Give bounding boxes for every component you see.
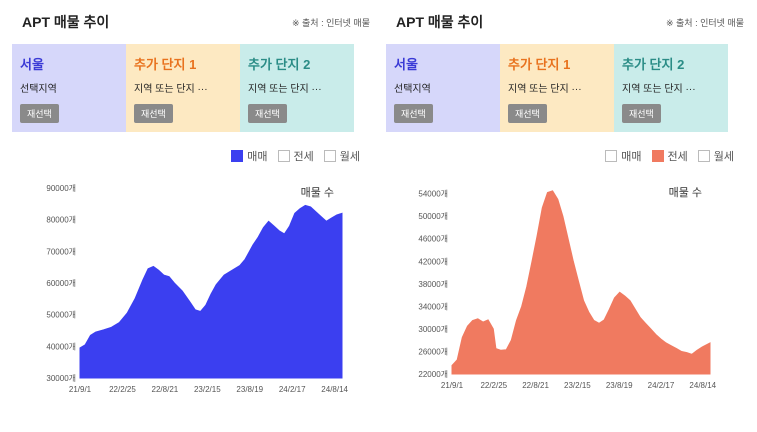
legend-label: 매매 <box>247 151 268 163</box>
x-tick-label: 24/8/14 <box>689 381 716 390</box>
x-tick-label: 23/2/15 <box>564 381 591 390</box>
x-tick-label: 24/2/17 <box>648 381 675 390</box>
card-sub: 선택지역 <box>20 84 57 95</box>
apt-listing-panel-right: APT 매물 추이 ※ 출처 : 인터넷 매물 서울 선택지역 재선택 추가 단… <box>386 0 746 432</box>
y-tick-label: 34000개 <box>418 301 448 311</box>
x-tick-label: 23/8/19 <box>606 381 633 390</box>
jeonse-listing-chart: 22000개 26000개 30000개 34000개 38000개 42000개 4600… <box>418 186 716 390</box>
legend-label: 전세 <box>667 151 688 163</box>
x-tick-label: 23/8/19 <box>236 385 263 394</box>
card-name: 추가 단지 2 <box>248 57 311 72</box>
chart-legend: 매매 전세 월세 <box>605 148 734 164</box>
y-tick-label: 60000개 <box>46 278 76 288</box>
apt-listing-panel-left: APT 매물 추이 ※ 출처 : 인터넷 매물 서울 선택지역 재선택 추가 단… <box>12 0 372 432</box>
card-added-complex-1[interactable]: 추가 단지 1 지역 또는 단지 ··· 재선택 <box>126 44 240 132</box>
y-tick-label: 30000개 <box>46 373 76 383</box>
chart-legend: 매매 전세 월세 <box>231 148 360 164</box>
y-tick-label: 40000개 <box>46 341 76 351</box>
card-sub: 선택지역 <box>394 84 431 95</box>
reselect-button[interactable]: 재선택 <box>508 104 547 123</box>
reselect-button[interactable]: 재선택 <box>248 104 287 123</box>
checkbox-icon[interactable] <box>323 150 336 162</box>
checkbox-icon[interactable] <box>697 150 710 162</box>
card-name: 서울 <box>394 57 418 72</box>
region-cards: 서울 선택지역 재선택 추가 단지 1 지역 또는 단지 ··· 재선택 추가 … <box>12 44 354 132</box>
legend-label: 전세 <box>293 151 314 163</box>
card-sub: 지역 또는 단지 ··· <box>134 84 208 95</box>
legend-item-jeonse[interactable]: 전세 <box>277 148 314 164</box>
y-tick-label: 46000개 <box>418 234 448 244</box>
legend-label: 매매 <box>621 151 642 163</box>
reselect-button[interactable]: 재선택 <box>20 104 59 123</box>
x-tick-label: 22/2/25 <box>480 381 507 390</box>
legend-item-sale[interactable]: 매매 <box>231 148 268 164</box>
card-added-complex-1[interactable]: 추가 단지 1 지역 또는 단지 ··· 재선택 <box>500 44 614 132</box>
checkbox-icon[interactable] <box>277 150 290 162</box>
legend-label: 월세 <box>339 151 360 163</box>
checkbox-icon[interactable] <box>231 150 244 162</box>
legend-label: 월세 <box>713 151 734 163</box>
legend-item-sale[interactable]: 매매 <box>605 148 642 164</box>
y-tick-label: 38000개 <box>418 279 448 289</box>
checkbox-icon[interactable] <box>651 150 664 162</box>
listing-count-label: 매물 수 <box>669 186 702 199</box>
y-tick-label: 90000개 <box>46 183 76 193</box>
x-tick-label: 21/9/1 <box>69 385 92 394</box>
x-tick-label: 22/2/25 <box>109 385 136 394</box>
legend-item-monthly[interactable]: 월세 <box>323 148 360 164</box>
series-area-전세 <box>451 190 711 375</box>
card-sub: 지역 또는 단지 ··· <box>248 84 322 95</box>
reselect-button[interactable]: 재선택 <box>394 104 433 123</box>
panel-title: APT 매물 추이 <box>22 14 110 30</box>
reselect-button[interactable]: 재선택 <box>622 104 661 123</box>
x-tick-label: 24/2/17 <box>279 385 306 394</box>
x-tick-label: 22/8/21 <box>152 385 179 394</box>
y-tick-label: 26000개 <box>418 346 448 356</box>
y-tick-label: 70000개 <box>46 246 76 256</box>
checkbox-icon[interactable] <box>605 150 618 162</box>
card-sub: 지역 또는 단지 ··· <box>622 84 696 95</box>
x-tick-label: 23/2/15 <box>194 385 221 394</box>
card-added-complex-2[interactable]: 추가 단지 2 지역 또는 단지 ··· 재선택 <box>614 44 728 132</box>
panel-title: APT 매물 추이 <box>396 14 484 30</box>
card-name: 추가 단지 1 <box>134 57 197 72</box>
legend-item-monthly[interactable]: 월세 <box>697 148 734 164</box>
x-tick-label: 22/8/21 <box>522 381 549 390</box>
y-tick-label: 22000개 <box>418 369 448 379</box>
region-cards: 서울 선택지역 재선택 추가 단지 1 지역 또는 단지 ··· 재선택 추가 … <box>386 44 728 132</box>
source-note: ※ 출처 : 인터넷 매물 <box>291 18 370 28</box>
series-area-매매 <box>79 204 343 379</box>
y-tick-label: 42000개 <box>418 256 448 266</box>
y-tick-label: 30000개 <box>418 324 448 334</box>
card-seoul[interactable]: 서울 선택지역 재선택 <box>386 44 500 132</box>
sale-listing-chart: 30000개 40000개 50000개 60000개 70000개 80000개 9000… <box>46 183 348 394</box>
listing-count-label: 매물 수 <box>301 186 334 199</box>
y-tick-label: 54000개 <box>418 189 448 199</box>
y-tick-label: 50000개 <box>46 310 76 320</box>
card-added-complex-2[interactable]: 추가 단지 2 지역 또는 단지 ··· 재선택 <box>240 44 354 132</box>
legend-item-jeonse[interactable]: 전세 <box>651 148 688 164</box>
x-tick-label: 24/8/14 <box>321 385 348 394</box>
card-sub: 지역 또는 단지 ··· <box>508 84 582 95</box>
x-tick-label: 21/9/1 <box>441 381 464 390</box>
y-tick-label: 80000개 <box>46 215 76 225</box>
y-tick-label: 50000개 <box>418 211 448 221</box>
reselect-button[interactable]: 재선택 <box>134 104 173 123</box>
card-seoul[interactable]: 서울 선택지역 재선택 <box>12 44 126 132</box>
card-name: 추가 단지 1 <box>508 57 571 72</box>
card-name: 추가 단지 2 <box>622 57 685 72</box>
card-name: 서울 <box>20 57 44 72</box>
source-note: ※ 출처 : 인터넷 매물 <box>665 18 744 28</box>
